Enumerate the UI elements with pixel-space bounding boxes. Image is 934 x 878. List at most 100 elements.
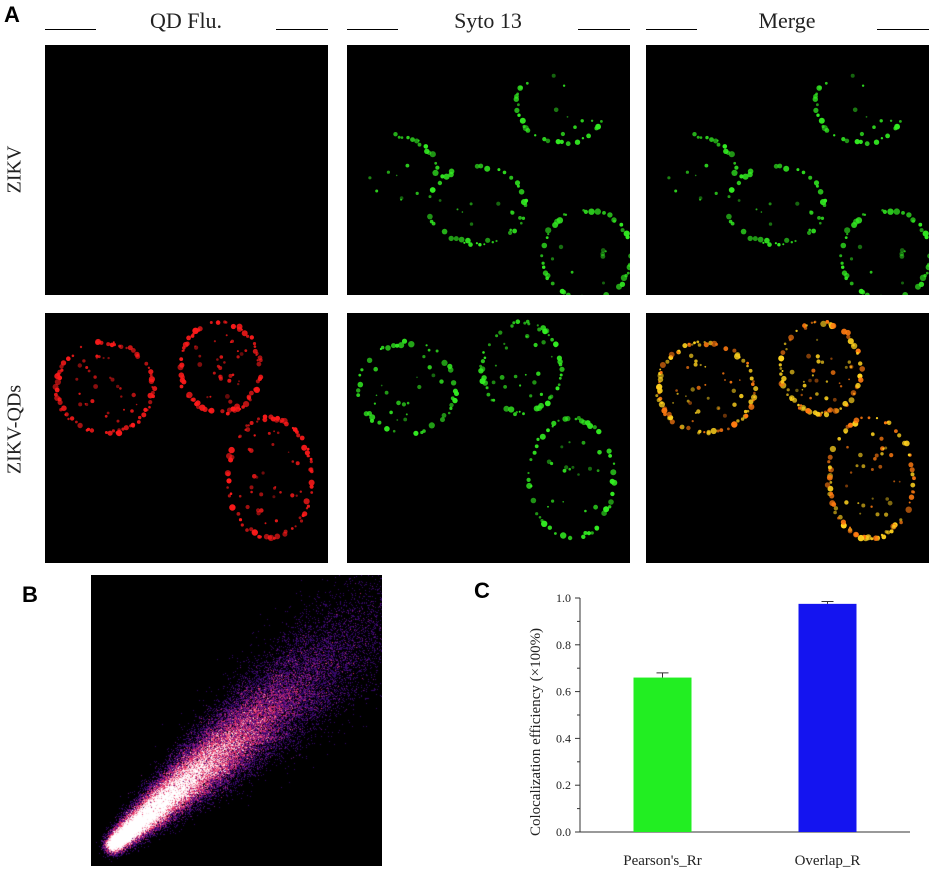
fluorescence-spot — [571, 465, 575, 469]
colocalization-bar-chart: 0.0 0.2 0.4 0.6 0.8 1.0 Pearson's_Rr Overlap_R… — [528, 591, 910, 869]
fluorescence-spot — [366, 357, 373, 363]
fluorescence-spot — [838, 382, 841, 385]
fluorescence-spot — [696, 135, 700, 139]
image-zikvqds-merge — [646, 313, 929, 563]
fluorescence-spot — [273, 430, 275, 433]
fluorescence-spot — [538, 516, 542, 519]
fluorescence-spot — [225, 411, 230, 416]
fluorescence-spot — [768, 202, 772, 206]
fluorescence-spot — [456, 208, 459, 211]
fluorescence-spot — [722, 372, 725, 375]
fluorescence-spot — [413, 430, 419, 436]
fluorescence-spot — [79, 345, 83, 349]
fluorescence-spot — [482, 351, 485, 354]
fluorescence-spot — [840, 261, 844, 265]
fluorescence-spot — [886, 530, 891, 535]
fluorescence-spot — [871, 497, 874, 500]
fluorescence-spot — [728, 151, 735, 158]
fluorescence-spot — [441, 413, 447, 418]
fluorescence-spot — [521, 199, 528, 206]
fluorescence-spot — [894, 429, 898, 433]
fluorescence-spot — [910, 472, 915, 477]
fluorescence-spot — [679, 426, 682, 429]
fluorescence-spot — [668, 351, 675, 358]
fluorescence-spot — [743, 409, 748, 414]
fluorescence-spot — [428, 422, 435, 429]
fluorescence-spot — [179, 362, 185, 368]
fluorescence-spot — [873, 457, 877, 461]
fluorescence-spot — [833, 506, 839, 511]
fluorescence-spot — [450, 380, 457, 386]
fluorescence-spot — [747, 235, 753, 242]
fluorescence-spot — [495, 334, 499, 338]
fluorescence-spot — [732, 402, 737, 407]
fluorescence-spot — [238, 435, 241, 439]
fluorescence-spot — [263, 533, 270, 540]
fluorescence-spot — [861, 84, 865, 87]
fluorescence-spot — [875, 512, 880, 517]
fluorescence-spot — [410, 137, 415, 142]
fluorescence-spot — [502, 170, 507, 175]
fluorescence-spot — [893, 480, 896, 483]
fluorescence-spot — [384, 426, 390, 432]
fluorescence-spot — [608, 454, 612, 458]
fluorescence-spot — [694, 174, 697, 177]
fluorescence-spot — [693, 362, 698, 367]
fluorescence-spot — [405, 413, 408, 416]
fluorescence-spot — [61, 405, 67, 411]
fluorescence-spot — [546, 459, 552, 465]
fluorescence-spot — [496, 201, 501, 206]
fluorescence-spot — [241, 330, 248, 337]
fluorescence-spot — [513, 374, 518, 379]
fluorescence-spot — [903, 250, 906, 253]
fluorescence-spot — [534, 444, 539, 449]
fluorescence-spot — [147, 366, 151, 369]
fluorescence-spot — [753, 386, 759, 392]
fluorescence-spot — [423, 144, 429, 149]
fluorescence-spot — [768, 222, 773, 226]
fluorescence-spot — [927, 253, 929, 259]
fluorescence-spot — [820, 360, 825, 364]
fluorescence-spot — [821, 124, 825, 129]
fluorescence-spot — [813, 107, 819, 113]
fluorescence-spot — [440, 174, 445, 179]
fluorescence-spot — [249, 335, 254, 340]
fluorescence-spot — [729, 380, 733, 384]
x-tick-label: Overlap_R — [795, 853, 861, 869]
fluorescence-spot — [148, 378, 155, 384]
fluorescence-spot — [545, 236, 549, 240]
fluorescence-spot — [112, 343, 116, 347]
fluorescence-spot — [252, 474, 257, 479]
fluorescence-spot — [612, 462, 616, 465]
fluorescence-spot — [864, 141, 870, 147]
fluorescence-spot — [874, 453, 879, 458]
fluorescence-spot — [377, 420, 382, 425]
row-label-zikv-qds: ZIKV-QDs — [3, 384, 26, 475]
fluorescence-spot — [532, 380, 537, 385]
fluorescence-spot — [60, 368, 64, 372]
fluorescence-spot — [809, 210, 812, 213]
fluorescence-spot — [392, 429, 396, 433]
fluorescence-spot — [816, 113, 820, 117]
fluorescence-spot — [240, 523, 244, 527]
fluorescence-spot — [304, 450, 310, 456]
fluorescence-spot — [279, 491, 282, 494]
fluorescence-spot — [852, 107, 858, 113]
fluorescence-spot — [829, 500, 836, 507]
fluorescence-spot — [559, 288, 565, 294]
fluorescence-spot — [801, 406, 806, 411]
fluorescence-spot — [541, 340, 546, 345]
fluorescence-spot — [54, 395, 60, 401]
fluorescence-spot — [857, 534, 865, 542]
fluorescence-spot — [299, 519, 304, 523]
fluorescence-spot — [842, 400, 848, 407]
fluorescence-spot — [819, 221, 822, 225]
fluorescence-spot — [784, 237, 790, 243]
fluorescence-spot — [396, 419, 399, 421]
fluorescence-spot — [396, 400, 401, 406]
fluorescence-spot — [498, 330, 503, 335]
fluorescence-spot — [689, 353, 694, 358]
fluorescence-spot — [527, 471, 530, 475]
fluorescence-spot — [487, 343, 491, 347]
fluorescence-spot — [686, 399, 690, 403]
